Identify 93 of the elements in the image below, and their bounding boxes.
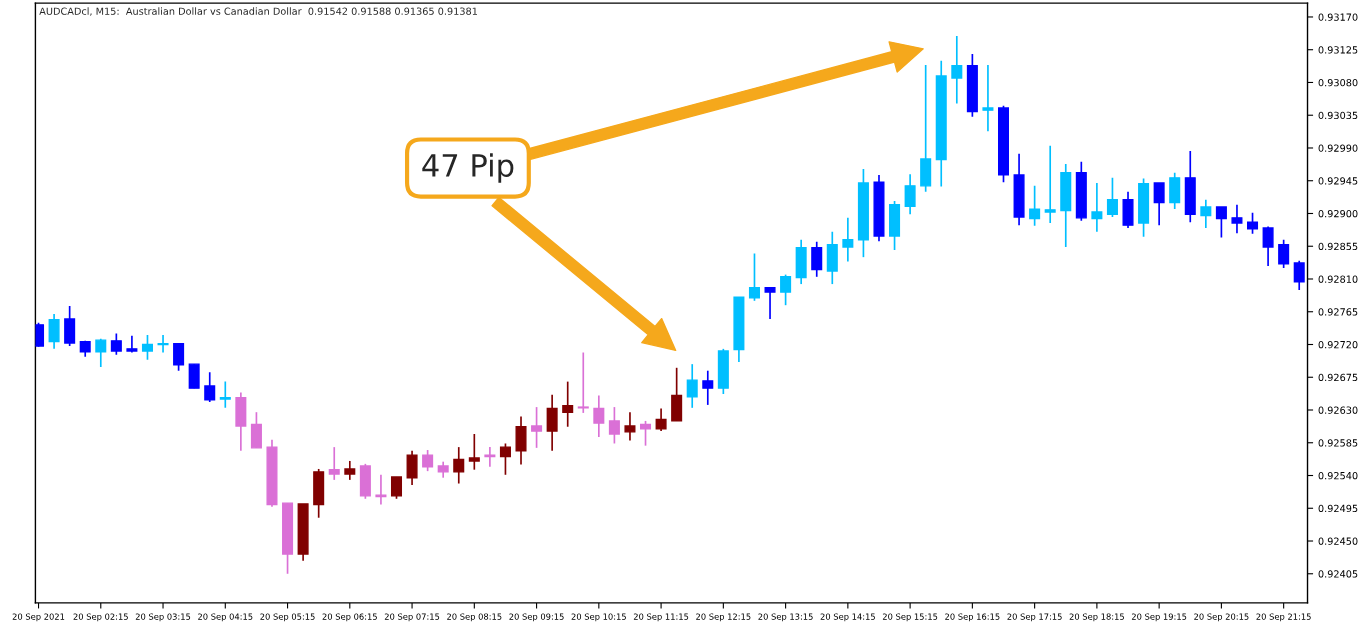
chart-title: AUDCADcl, M15: Australian Dollar vs Canadian Dollar 0.91542 0.91588 0.91365 0.91381 <box>39 7 478 16</box>
y-tick-label: 0.92810 <box>1318 275 1358 283</box>
candlestick <box>328 446 340 481</box>
candlestick <box>173 342 185 372</box>
x-tick-label: 20 Sep 20:15 <box>1194 613 1249 622</box>
candlestick <box>624 411 636 442</box>
candlestick <box>686 363 698 409</box>
candlestick <box>608 406 620 445</box>
y-tick-label: 0.92675 <box>1318 373 1358 382</box>
candlestick <box>577 351 589 414</box>
candlestick <box>1247 211 1259 235</box>
y-tick-label: 0.92450 <box>1318 537 1358 545</box>
candlestick <box>1215 206 1227 239</box>
x-tick-label: 20 Sep 09:15 <box>509 613 564 622</box>
candlestick <box>453 446 465 485</box>
candlestick <box>1091 182 1103 233</box>
candlestick <box>422 449 434 472</box>
x-tick-label: 20 Sep 15:15 <box>882 613 938 622</box>
x-tick-label: 20 Sep 18:15 <box>1069 613 1124 622</box>
candlestick <box>219 380 231 409</box>
candlestick <box>531 406 543 449</box>
x-tick-label: 20 Sep 21:15 <box>1256 613 1311 622</box>
candlestick <box>640 420 652 447</box>
candlestick <box>702 369 714 406</box>
candlestick <box>375 473 387 506</box>
x-tick-label: 20 Sep 08:15 <box>447 613 502 622</box>
x-tick-label: 20 Sep 07:15 <box>384 613 440 622</box>
candlestick <box>655 407 667 432</box>
y-tick-label: 0.92720 <box>1318 340 1358 349</box>
candlestick <box>157 334 169 354</box>
y-tick-label: 0.92990 <box>1318 144 1358 152</box>
y-tick-label: 0.93035 <box>1318 111 1358 120</box>
candlestick <box>951 35 963 105</box>
candlestick <box>562 380 574 428</box>
candlestick <box>1029 184 1041 227</box>
x-tick-label: 20 Sep 06:15 <box>322 613 377 622</box>
candlestick <box>1293 259 1305 291</box>
candlestick <box>842 217 854 263</box>
candlestick <box>1200 198 1212 229</box>
x-tick-label: 20 Sep 02:15 <box>73 613 128 622</box>
candlestick <box>1262 225 1274 267</box>
x-tick-label: 20 Sep 17:15 <box>1007 613 1062 622</box>
candlestick <box>811 241 823 278</box>
y-tick-label: 0.92765 <box>1318 308 1358 316</box>
candlestick <box>499 442 511 476</box>
candlestick <box>748 252 760 302</box>
x-tick-label: 20 Sep 13:15 <box>758 613 813 622</box>
candlestick <box>593 394 605 438</box>
x-tick-label: 20 Sep 16:15 <box>945 613 1000 622</box>
candlestick <box>141 334 153 361</box>
candlestick <box>1044 144 1056 224</box>
candlestick <box>48 313 60 350</box>
y-tick-label: 0.92855 <box>1318 242 1358 251</box>
candlestick <box>764 286 776 320</box>
y-tick-label: 0.92405 <box>1318 570 1358 578</box>
x-tick-label: 20 Sep 03:15 <box>135 613 191 622</box>
candlestick <box>546 393 558 452</box>
candlestick <box>1231 203 1243 234</box>
x-tick-label: 20 Sep 12:15 <box>696 613 751 622</box>
y-tick-label: 0.92585 <box>1318 439 1358 447</box>
candlestick <box>126 334 138 354</box>
y-tick-label: 0.92495 <box>1318 504 1358 513</box>
y-tick-label: 0.93080 <box>1318 78 1358 87</box>
candlestick <box>780 273 792 307</box>
y-tick-label: 0.92945 <box>1318 177 1358 185</box>
candlestick <box>406 449 418 486</box>
candlestick <box>204 371 216 403</box>
y-tick-label: 0.92900 <box>1318 209 1358 218</box>
candlestick <box>1278 238 1290 269</box>
candlestick <box>484 446 496 468</box>
y-tick-label: 0.92540 <box>1318 471 1358 480</box>
candlestick <box>95 337 107 368</box>
candlestick <box>35 321 45 348</box>
x-tick-label: 20 Sep 05:15 <box>260 613 315 622</box>
candlestick <box>390 476 403 500</box>
y-tick-label: 0.93170 <box>1318 13 1358 21</box>
candlestick <box>468 433 480 471</box>
candlestick <box>982 64 994 133</box>
x-tick-label: 20 Sep 14:15 <box>820 613 875 622</box>
candlestick <box>1153 182 1165 226</box>
candlestick <box>250 411 262 449</box>
candlestick <box>344 460 356 481</box>
candlestick <box>1106 176 1118 218</box>
y-tick-label: 0.93125 <box>1318 46 1358 54</box>
x-tick-label: 20 Sep 10:15 <box>571 613 626 622</box>
x-tick-label: 20 Sep 2021 <box>12 613 65 622</box>
candlestick <box>110 332 122 356</box>
x-tick-label: 20 Sep 04:15 <box>198 613 253 622</box>
x-tick-label: 20 Sep 11:15 <box>633 613 689 622</box>
candlestick <box>904 173 916 216</box>
x-tick-label: 20 Sep 19:15 <box>1131 613 1187 622</box>
annotation: 47 Pip <box>422 153 514 183</box>
y-tick-label: 0.92630 <box>1318 406 1358 414</box>
